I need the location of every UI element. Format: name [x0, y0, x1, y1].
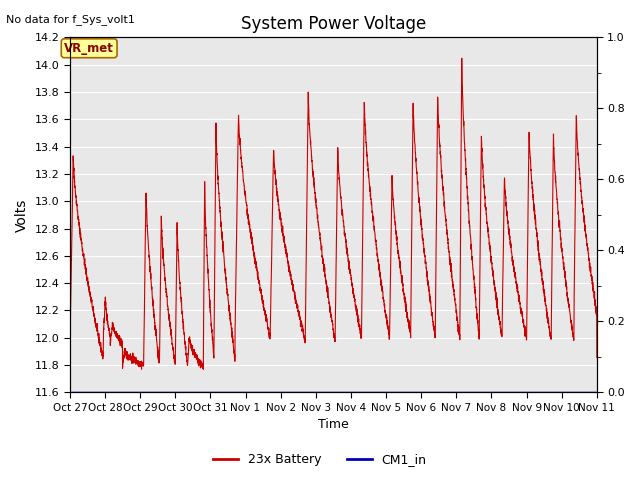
Y-axis label: Volts: Volts [15, 198, 29, 231]
Title: System Power Voltage: System Power Voltage [241, 15, 426, 33]
Text: No data for f_Sys_volt1: No data for f_Sys_volt1 [6, 14, 135, 25]
Text: VR_met: VR_met [64, 42, 114, 55]
X-axis label: Time: Time [318, 419, 349, 432]
Legend: 23x Battery, CM1_in: 23x Battery, CM1_in [208, 448, 432, 471]
